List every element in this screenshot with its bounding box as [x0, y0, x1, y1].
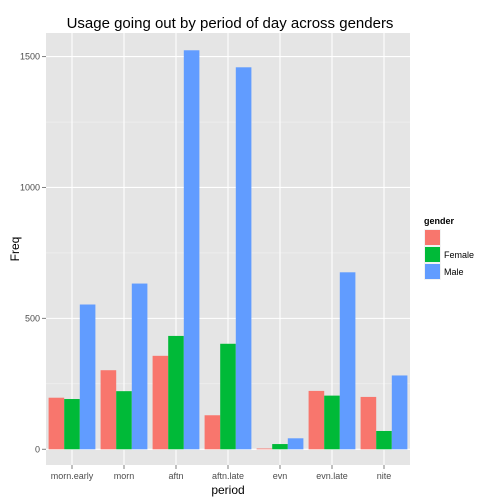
bar	[183, 50, 200, 450]
legend-swatch	[425, 264, 440, 279]
y-axis-title: Freq	[8, 237, 22, 262]
bar	[204, 415, 221, 450]
bar	[168, 335, 184, 450]
bar	[152, 355, 169, 450]
y-tick-label: 500	[25, 313, 40, 323]
legend: gender Female Male	[424, 216, 474, 280]
bar	[116, 391, 132, 450]
y-tick-label: 1000	[20, 182, 40, 192]
bar	[324, 395, 340, 450]
legend-swatch	[425, 230, 440, 245]
bar	[360, 396, 377, 450]
legend-swatch	[425, 247, 440, 262]
x-axis: morn.early morn aftn aftn.late evn evn.late ni…	[51, 465, 392, 481]
bar	[48, 397, 65, 450]
bar	[391, 375, 408, 450]
legend-label: Female	[444, 250, 474, 260]
bar	[64, 399, 80, 450]
y-tick-label: 0	[35, 444, 40, 454]
legend-title: gender	[424, 216, 455, 226]
bar	[339, 272, 356, 450]
bar	[308, 390, 325, 450]
x-tick-label: morn	[114, 471, 135, 481]
x-tick-label: evn	[273, 471, 288, 481]
bar	[235, 67, 252, 450]
x-axis-title: period	[211, 483, 244, 497]
bar	[100, 370, 117, 450]
legend-label: Male	[444, 267, 464, 277]
bar	[220, 343, 236, 450]
bars	[48, 50, 408, 450]
x-tick-label: morn.early	[51, 471, 94, 481]
x-tick-label: evn.late	[316, 471, 348, 481]
x-tick-label: aftn.late	[212, 471, 244, 481]
bar	[256, 448, 273, 450]
x-tick-label: nite	[377, 471, 392, 481]
bar	[272, 444, 288, 450]
bar	[287, 438, 304, 450]
chart-title: Usage going out by period of day across …	[67, 15, 394, 32]
bar	[131, 283, 148, 450]
bar	[376, 430, 392, 450]
bar	[79, 304, 96, 450]
y-tick-label: 1500	[20, 52, 40, 62]
x-tick-label: aftn	[168, 471, 183, 481]
y-axis: 0 500 1000 1500	[20, 52, 46, 454]
